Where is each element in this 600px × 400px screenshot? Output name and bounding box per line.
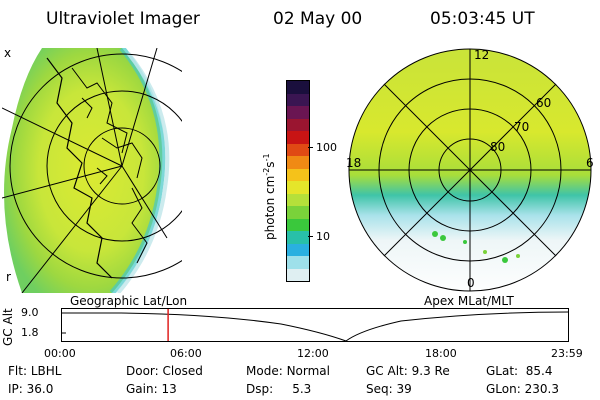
status-glon: GLon: 230.3: [486, 382, 559, 396]
colorbar-segment: [287, 268, 309, 281]
colorbar-segment: [287, 243, 309, 256]
timeline-xtick-1200: 12:00: [297, 347, 329, 360]
status-ip-label: IP:: [8, 382, 23, 396]
status-gcalt: GC Alt: 9.3 Re: [366, 364, 450, 378]
timeline-ylabel-box: GC Alt: [1, 308, 15, 346]
status-glat: GLat: 85.4: [486, 364, 552, 378]
status-ip-value: 36.0: [26, 382, 54, 396]
date-readout: 02 May 00: [273, 9, 363, 29]
status-mode: Mode: Normal: [246, 364, 330, 378]
colorbar-segment: [287, 131, 309, 144]
colorbar-tick-10: [308, 236, 313, 237]
colorbar-segment: [287, 168, 309, 181]
corner-mark-r: r: [6, 270, 11, 284]
status-gcalt-value: 9.3 Re: [411, 364, 450, 378]
timeline-ytick-1-8: 1.8: [21, 326, 39, 339]
mlt-label-18: 18: [346, 156, 362, 170]
colorbar-segment: [287, 231, 309, 244]
mlt-label-0: 0: [467, 276, 475, 290]
colorbar-tick-label-100: 100: [316, 141, 337, 154]
colorbar-unit-mid: s: [263, 161, 277, 168]
status-gain-label: Gain:: [126, 382, 158, 396]
timeline-plot[interactable]: [61, 308, 570, 342]
mlat-label-60: 60: [536, 96, 552, 110]
status-glon-value: 230.3: [524, 382, 559, 396]
geographic-caption: Geographic Lat/Lon: [70, 294, 188, 308]
colorbar-segment: [287, 106, 309, 119]
status-glat-value: 85.4: [525, 364, 553, 378]
status-seq-label: Seq:: [366, 382, 393, 396]
mlat-label-70: 70: [514, 120, 530, 134]
status-filter-value: LBHL: [30, 364, 62, 378]
colorbar-segment: [287, 256, 309, 269]
status-filter-label: Flt:: [8, 364, 27, 378]
timeline-ytick-9: 9.0: [21, 306, 39, 319]
mlt-label-6: 6: [586, 156, 594, 170]
status-filter: Flt: LBHL: [8, 364, 61, 378]
mlat-label-80: 80: [490, 140, 506, 154]
status-door: Door: Closed: [126, 364, 203, 378]
colorbar-unit-exp1: -2: [262, 167, 271, 176]
colorbar-unit-exp2: -1: [262, 153, 271, 162]
mlt-label-12: 12: [474, 48, 490, 62]
status-gain: Gain: 13: [126, 382, 177, 396]
colorbar-unit-base: photon cm: [263, 175, 277, 240]
status-dsp: Dsp: 5.3: [246, 382, 311, 396]
colorbar: [286, 80, 310, 282]
status-dsp-value: 5.3: [292, 382, 312, 396]
status-ip: IP: 36.0: [8, 382, 53, 396]
status-door-value: Closed: [162, 364, 203, 378]
colorbar-segment: [287, 181, 309, 194]
colorbar-segment: [287, 206, 309, 219]
timeline-xtick-1800: 18:00: [425, 347, 457, 360]
corner-mark-x: x: [4, 46, 12, 60]
polar-plot-panel[interactable]: 12 18 6 0 60 70 80: [340, 44, 600, 296]
colorbar-gradient: [287, 81, 309, 281]
geographic-image: [2, 48, 182, 293]
polar-plot: [348, 48, 592, 292]
timeline-ylabel: GC Alt: [1, 308, 15, 346]
timeline-xtick-0600: 06:00: [170, 347, 202, 360]
status-gcalt-label: GC Alt:: [366, 364, 408, 378]
status-door-label: Door:: [126, 364, 159, 378]
colorbar-segment: [287, 193, 309, 206]
geographic-image-panel[interactable]: x r: [2, 46, 182, 293]
status-dsp-label: Dsp:: [246, 382, 274, 396]
status-seq: Seq: 39: [366, 382, 412, 396]
timeline-svg: [61, 308, 570, 342]
timeline-xtick-0000: 00:00: [44, 347, 76, 360]
status-gain-value: 13: [161, 382, 177, 396]
app-title: Ultraviolet Imager: [46, 9, 200, 29]
status-glon-label: GLon:: [486, 382, 521, 396]
apex-caption: Apex MLat/MLT: [424, 294, 514, 308]
colorbar-tick-label-10: 10: [316, 230, 330, 243]
status-mode-value: Normal: [286, 364, 330, 378]
colorbar-segment: [287, 81, 309, 94]
status-mode-label: Mode:: [246, 364, 283, 378]
status-glat-label: GLat:: [486, 364, 519, 378]
colorbar-segment: [287, 118, 309, 131]
colorbar-segment: [287, 156, 309, 169]
colorbar-tick-100: [308, 147, 313, 148]
status-seq-value: 39: [396, 382, 412, 396]
colorbar-segment: [287, 93, 309, 106]
colorbar-segment: [287, 143, 309, 156]
colorbar-unit-label: photon cm-2s-1: [262, 153, 277, 240]
colorbar-segment: [287, 218, 309, 231]
time-readout: 05:03:45 UT: [430, 9, 535, 29]
timeline-xtick-2359: 23:59: [551, 347, 583, 360]
